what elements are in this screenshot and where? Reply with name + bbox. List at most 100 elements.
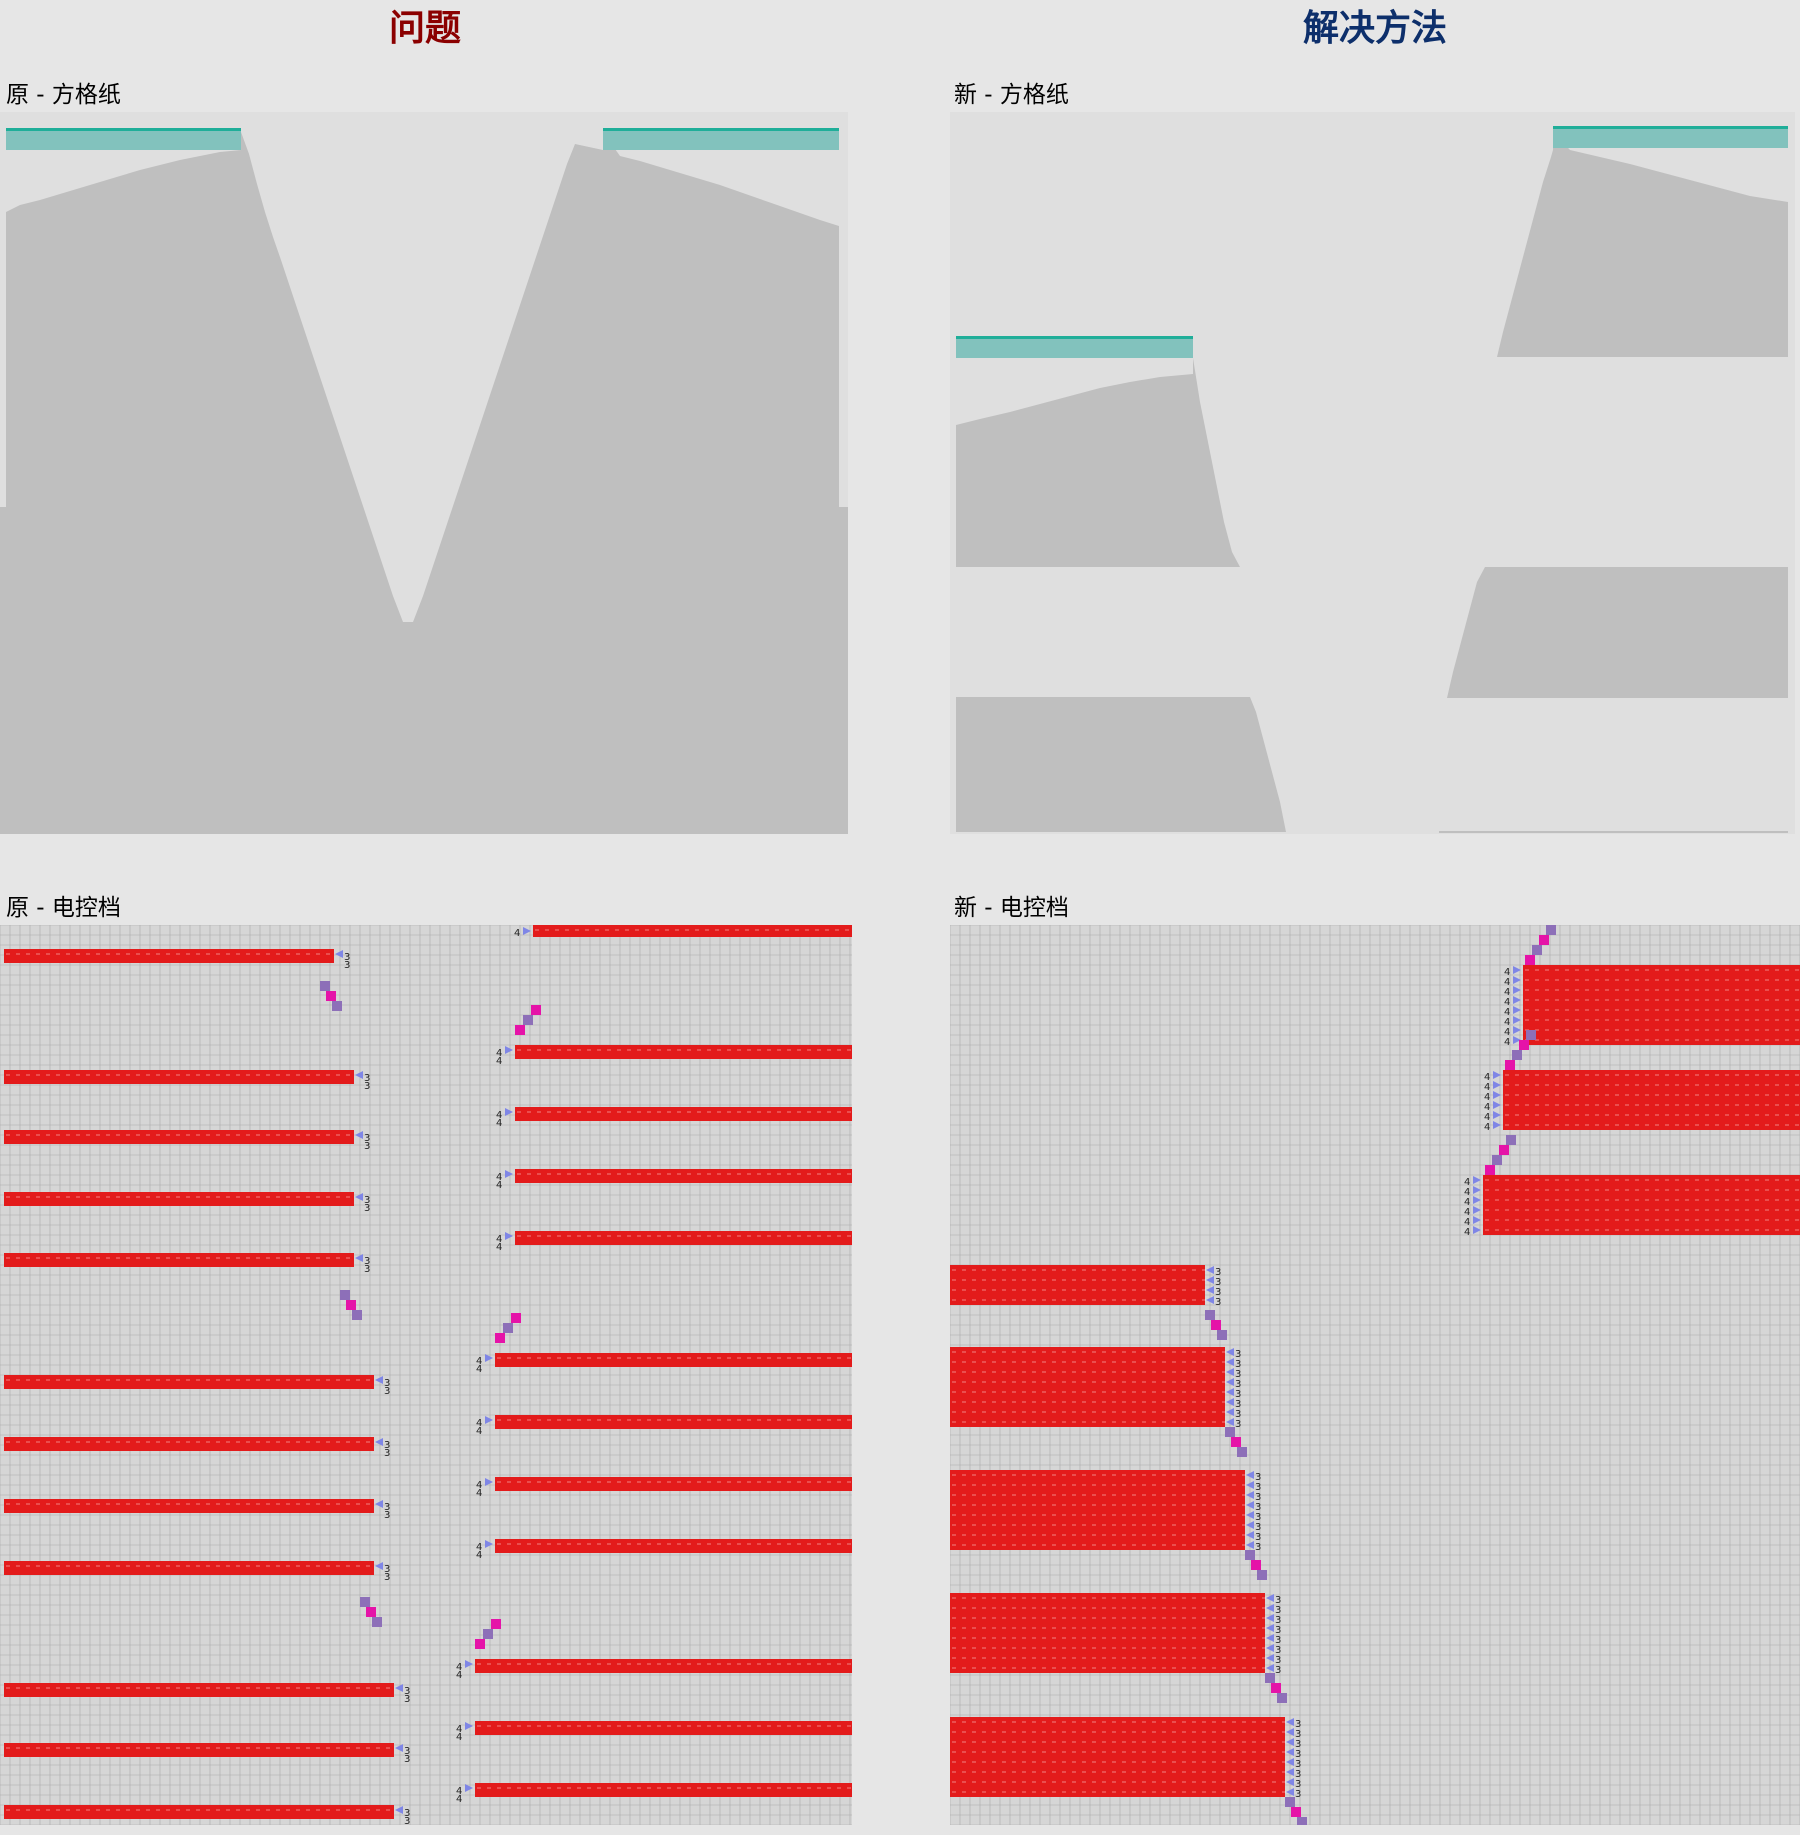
shaping-marker [1286, 1738, 1294, 1746]
shaping-marker [1473, 1196, 1481, 1204]
shaping-marker [1246, 1511, 1254, 1519]
shaping-count: 4 [1504, 967, 1510, 978]
shaping-marker [505, 1170, 513, 1178]
stitch-row [4, 1805, 394, 1819]
shaping-count: 4 [476, 1364, 482, 1375]
original-graph-svg [0, 112, 848, 834]
increase-step [511, 1313, 521, 1323]
shaping-marker [1266, 1594, 1274, 1602]
shaping-marker [1266, 1604, 1274, 1612]
shaping-count: 4 [1504, 977, 1510, 988]
shaping-count: 3 [1295, 1739, 1301, 1750]
shaping-marker [1246, 1481, 1254, 1489]
shaping-marker [485, 1478, 493, 1486]
shaping-count: 3 [1255, 1522, 1261, 1533]
shaping-count: 3 [364, 1195, 370, 1206]
shaping-marker [505, 1108, 513, 1116]
shaping-marker [1246, 1541, 1254, 1549]
shaping-marker [1206, 1276, 1214, 1284]
shaping-marker [375, 1376, 383, 1384]
stitch-row [495, 1539, 852, 1553]
shaping-marker [1246, 1531, 1254, 1539]
shaping-count: 3 [364, 1141, 370, 1152]
shaping-marker [395, 1806, 403, 1814]
shaping-marker [1286, 1778, 1294, 1786]
shaping-marker [1473, 1186, 1481, 1194]
new-knitchart-svg: 4444444444444444444433333333333333333333… [950, 925, 1800, 1825]
shaping-count: 4 [476, 1480, 482, 1491]
stitch-row [950, 1347, 1225, 1427]
shaping-count: 4 [1464, 1207, 1470, 1218]
increase-step [475, 1639, 485, 1649]
shaping-marker [1226, 1418, 1234, 1426]
shaping-count: 3 [364, 1133, 370, 1144]
shaping-count: 3 [384, 1510, 390, 1521]
shaping-count: 4 [476, 1356, 482, 1367]
shaping-count: 3 [1235, 1419, 1241, 1430]
shaping-count: 3 [1255, 1482, 1261, 1493]
shaping-count: 4 [1484, 1102, 1490, 1113]
shaping-count: 3 [1215, 1287, 1221, 1298]
stitch-row [4, 1375, 374, 1389]
shaping-count: 3 [1235, 1399, 1241, 1410]
shaping-marker [1206, 1286, 1214, 1294]
stitch-row [950, 1717, 1285, 1797]
original-graph-label: 原 - 方格纸 [6, 82, 121, 108]
shaping-count: 3 [404, 1746, 410, 1757]
shaping-count: 3 [1275, 1625, 1281, 1636]
shaping-count: 3 [384, 1378, 390, 1389]
shaping-marker [1286, 1728, 1294, 1736]
decrease-step [352, 1310, 362, 1320]
shaping-marker [1513, 986, 1521, 994]
shaping-count: 3 [364, 1073, 370, 1084]
shaping-count: 4 [456, 1786, 462, 1797]
shaping-marker [355, 1131, 363, 1139]
shaping-count: 3 [384, 1440, 390, 1451]
shaping-marker [1266, 1624, 1274, 1632]
increase-step [515, 1025, 525, 1035]
stitch-row [475, 1783, 852, 1797]
increase-step [483, 1629, 493, 1639]
shaping-marker [1286, 1748, 1294, 1756]
increase-step [1519, 1040, 1529, 1050]
shaping-count: 3 [1275, 1655, 1281, 1666]
shaping-marker [1226, 1348, 1234, 1356]
stitch-row [475, 1659, 852, 1673]
shaping-count: 3 [1235, 1369, 1241, 1380]
shaping-count: 4 [1504, 1037, 1510, 1048]
decrease-step [366, 1607, 376, 1617]
stitch-row [1503, 1070, 1800, 1130]
shaping-count: 3 [1215, 1277, 1221, 1288]
shaping-count: 3 [1235, 1389, 1241, 1400]
shaping-marker [465, 1722, 473, 1730]
shaping-count: 4 [1504, 987, 1510, 998]
shaping-marker [1266, 1644, 1274, 1652]
increase-step [1525, 955, 1535, 965]
shaping-count: 4 [496, 1110, 502, 1121]
shaping-count: 4 [496, 1242, 502, 1253]
shaping-marker [355, 1071, 363, 1079]
shaping-count: 3 [1295, 1729, 1301, 1740]
stitch-row [950, 1593, 1265, 1673]
shaping-count: 3 [1215, 1297, 1221, 1308]
decrease-step [1217, 1330, 1227, 1340]
stitch-row [4, 1070, 354, 1084]
decrease-step [1205, 1310, 1215, 1320]
shaping-count: 4 [476, 1426, 482, 1437]
shaping-count: 3 [404, 1694, 410, 1705]
shaping-count: 3 [1235, 1359, 1241, 1370]
decrease-step [1231, 1437, 1241, 1447]
shaping-count: 3 [404, 1808, 410, 1819]
decrease-step [1251, 1560, 1261, 1570]
shaping-count: 3 [1295, 1789, 1301, 1800]
shaping-count: 4 [476, 1488, 482, 1499]
stitch-row [515, 1231, 852, 1245]
shaping-marker [1226, 1408, 1234, 1416]
shaping-marker [1246, 1501, 1254, 1509]
shaping-marker [1226, 1368, 1234, 1376]
shaping-marker [1473, 1176, 1481, 1184]
shaping-count: 3 [1275, 1645, 1281, 1656]
shaping-count: 4 [456, 1794, 462, 1805]
shaping-count: 3 [344, 952, 350, 963]
shaping-count: 3 [1275, 1635, 1281, 1646]
